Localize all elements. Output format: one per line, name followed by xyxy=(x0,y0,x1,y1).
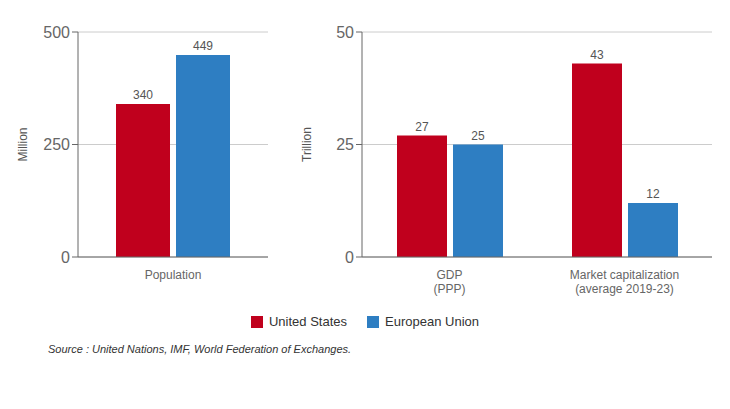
svg-text:500: 500 xyxy=(43,24,70,41)
svg-text:449: 449 xyxy=(193,39,213,53)
svg-text:250: 250 xyxy=(43,136,70,153)
svg-text:0: 0 xyxy=(345,249,354,266)
svg-text:Market capitalization(average: Market capitalization(average 2019-23) xyxy=(570,268,679,296)
svg-text:0: 0 xyxy=(61,249,70,266)
html-text:Source : United Nations, IMF,: Source : United Nations, IMF, World Fede… xyxy=(48,343,352,355)
svg-text:GDP(PPP): GDP(PPP) xyxy=(433,268,465,296)
html-text:United States: United States xyxy=(269,314,347,329)
svg-text:340: 340 xyxy=(133,88,153,102)
svg-text:Trillion: Trillion xyxy=(300,127,314,162)
svg-text:Million: Million xyxy=(16,127,30,161)
html-text:European Union: European Union xyxy=(385,314,479,329)
svg-text:12: 12 xyxy=(646,187,660,201)
svg-text:25: 25 xyxy=(471,129,485,143)
svg-text:25: 25 xyxy=(336,136,354,153)
svg-text:Population: Population xyxy=(145,268,202,282)
svg-text:43: 43 xyxy=(590,48,604,62)
svg-text:27: 27 xyxy=(415,120,429,134)
svg-text:50: 50 xyxy=(336,24,354,41)
